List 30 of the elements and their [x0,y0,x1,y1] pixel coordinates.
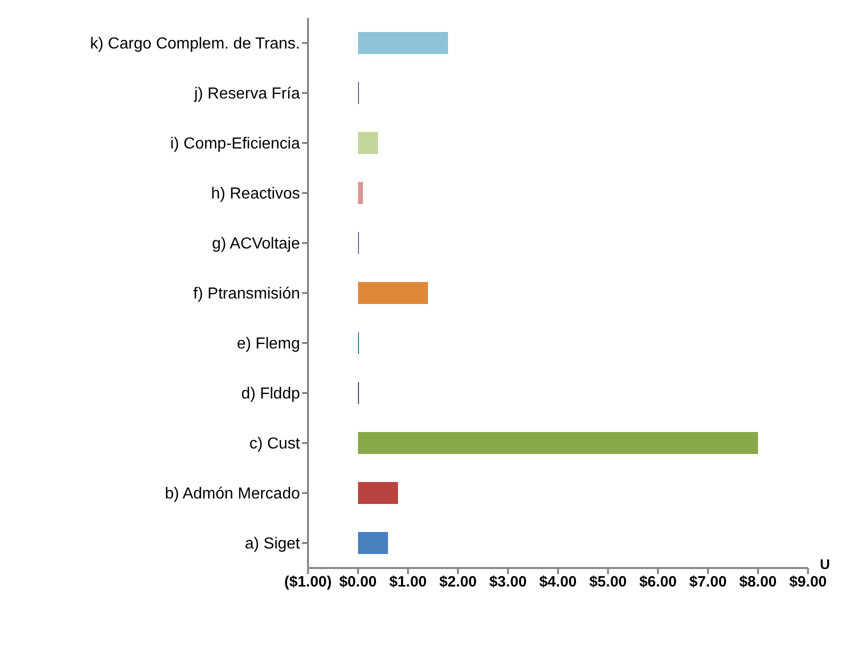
y-tick-label: e) Flemg [236,336,300,353]
y-tick-label: a) Siget [244,536,301,553]
y-tick-label: c) Cust [249,436,301,453]
bar [358,282,428,304]
x-tick-label: $6.00 [639,574,677,591]
y-tick-label: d) Flddp [241,386,300,403]
x-tick-label: $9.00 [789,574,827,591]
x-tick-label: $0.00 [339,574,377,591]
y-tick-label: b) Admón Mercado [164,486,300,503]
bar [358,482,398,504]
y-tick-label: g) ACVoltaje [212,236,300,253]
bar [358,182,363,204]
text: U [820,556,830,572]
x-tick-label: $3.00 [489,574,527,591]
x-tick-label: $4.00 [539,574,577,591]
y-tick-label: k) Cargo Complem. de Trans. [90,36,300,53]
x-tick-label: $2.00 [439,574,477,591]
y-tick-label: i) Comp-Eficiencia [170,136,300,153]
bar [358,432,758,454]
x-tick-label: $1.00 [389,574,427,591]
x-tick-label: $5.00 [589,574,627,591]
y-tick-label: h) Reactivos [211,186,300,203]
x-tick-label: ($1.00) [284,574,332,591]
bar [358,132,378,154]
y-tick-label: f) Ptransmisión [193,286,300,303]
x-tick-label: $7.00 [689,574,727,591]
bar [358,532,388,554]
y-tick-label: j) Reserva Fría [193,86,300,103]
bar [358,32,448,54]
x-tick-label: $8.00 [739,574,777,591]
